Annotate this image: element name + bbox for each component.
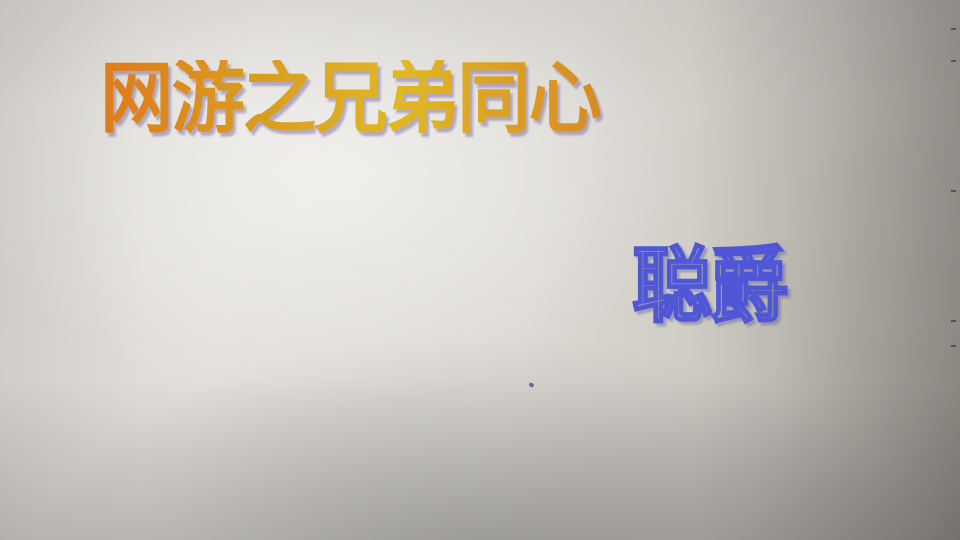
title-text: 网游之兄弟同心 — [100, 53, 602, 144]
mouse-cursor-speck — [528, 382, 535, 388]
author-text: 聪爵 — [631, 238, 790, 334]
screen-edge-marks — [948, 20, 956, 360]
